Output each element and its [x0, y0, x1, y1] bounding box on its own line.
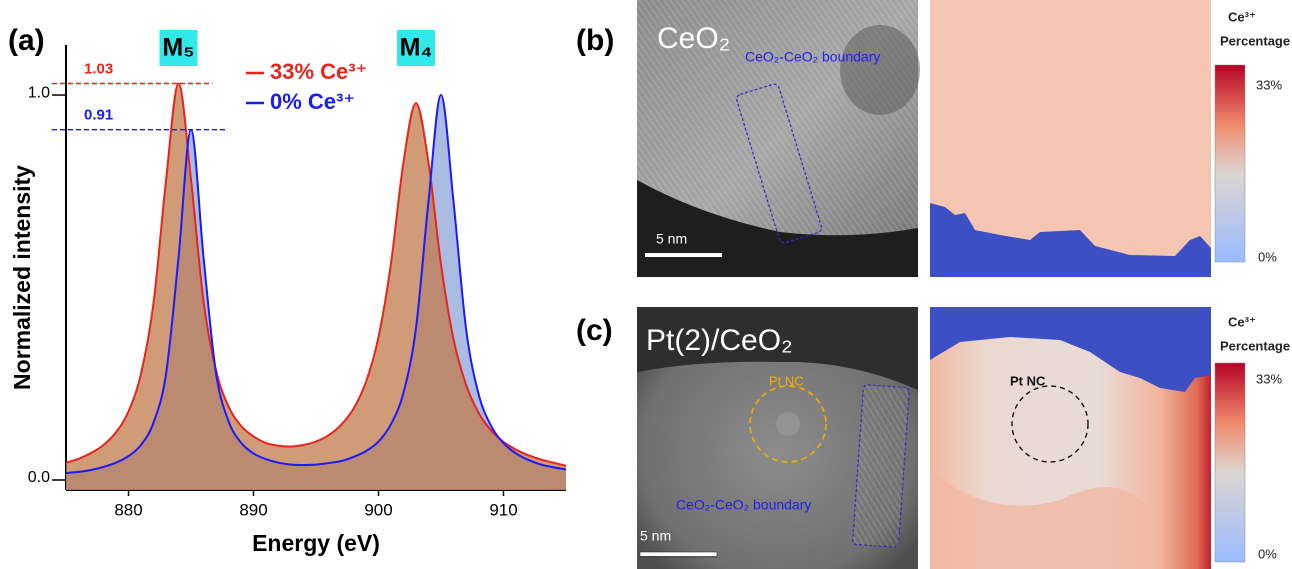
x-tick-label: 890 [239, 500, 267, 519]
colorbar-tick: 0% [1258, 249, 1277, 264]
colorbar-tick: 0% [1258, 546, 1277, 561]
colorbar [1215, 363, 1245, 562]
image-label: Pt(2)/CeO₂ [646, 324, 793, 357]
ce3-map [930, 0, 1211, 277]
panel-label: (a) [8, 24, 45, 57]
colorbar-tick: 33% [1256, 371, 1282, 386]
nc-label: Pt NC [1010, 373, 1046, 388]
colorbar-title: Percentage [1220, 338, 1290, 353]
legend-label: 0% Ce³⁺ [270, 89, 355, 114]
panel-label: (c) [576, 314, 613, 347]
spectrum-chart: 0.0 1.0 880 890 900 910 Energy (eV) Normalized … [9, 30, 566, 556]
reference-label: 1.03 [84, 60, 113, 77]
colorbar-tick: 33% [1256, 77, 1282, 92]
x-tick-label: 910 [489, 500, 517, 519]
x-axis-label: Energy (eV) [252, 530, 380, 556]
reference-label: 0.91 [84, 107, 113, 124]
panel-label: (b) [576, 24, 614, 57]
image-label: CeO₂ [657, 22, 730, 55]
y-tick-label: 0.0 [28, 469, 50, 486]
legend-label: 33% Ce³⁺ [270, 59, 367, 84]
colorbar-title: Ce³⁺ [1228, 314, 1256, 329]
y-tick-label: 1.0 [28, 84, 50, 101]
colorbar-title: Percentage [1220, 33, 1290, 48]
peak-label: M₄ [400, 34, 433, 62]
y-axis-label: Normalized intensity [9, 165, 35, 390]
ce3-map [930, 307, 1211, 569]
colorbar-title: Ce³⁺ [1228, 9, 1256, 24]
boundary-label: CeO₂-CeO₂ boundary [676, 497, 811, 513]
colorbar [1215, 65, 1245, 262]
nc-label: Pt NC [769, 373, 804, 388]
peak-label: M₅ [162, 34, 194, 62]
x-tick-label: 900 [364, 500, 392, 519]
boundary-label: CeO₂-CeO₂ boundary [745, 49, 880, 65]
figure: (a) (b) (c) 0.0 1.0 880 890 900 910 Energy (eV… [0, 0, 1292, 569]
scale-bar-label: 5 nm [656, 231, 687, 247]
scale-bar-label: 5 nm [640, 528, 671, 544]
x-tick-label: 880 [114, 500, 142, 519]
